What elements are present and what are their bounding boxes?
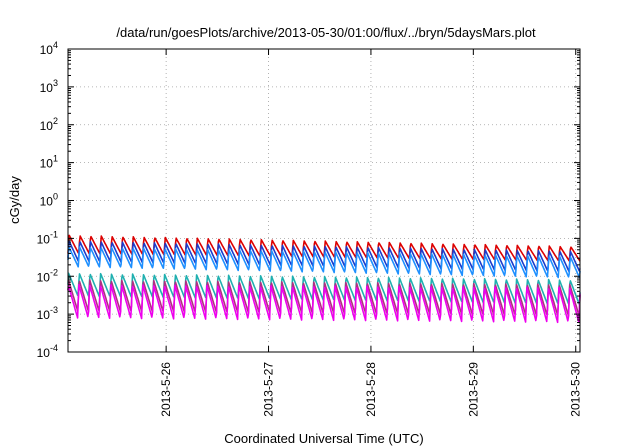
- series-line: [67, 283, 581, 324]
- y-tick-label: 10-2: [37, 267, 58, 284]
- x-tick-label: 2013-5-29: [466, 362, 480, 417]
- x-tick-label: 2013-5-27: [262, 362, 276, 417]
- y-tick-label: 101: [40, 154, 58, 171]
- chart-title: /data/run/goesPlots/archive/2013-05-30/0…: [116, 25, 536, 40]
- x-tick-label: 2013-5-28: [364, 362, 378, 417]
- y-tick-label: 100: [40, 192, 58, 209]
- y-tick-label: 102: [40, 116, 58, 133]
- y-tick-label: 104: [40, 40, 58, 57]
- y-axis-label: cGy/day: [7, 176, 22, 224]
- series-lines: [67, 234, 581, 324]
- x-tick-label: 2013-5-30: [569, 362, 583, 417]
- y-tick-label: 10-4: [37, 343, 58, 360]
- y-tick-label: 10-3: [37, 305, 58, 322]
- axis-ticks: 10-4 10-3 10-2 10-1 100 101 102 103 104 2013-5-26…: [37, 40, 583, 417]
- y-tick-label: 103: [40, 78, 58, 95]
- x-tick-label: 2013-5-26: [159, 362, 173, 417]
- series-line: [67, 246, 581, 279]
- x-axis-label: Coordinated Universal Time (UTC): [224, 431, 423, 446]
- y-tick-label: 10-1: [37, 229, 58, 246]
